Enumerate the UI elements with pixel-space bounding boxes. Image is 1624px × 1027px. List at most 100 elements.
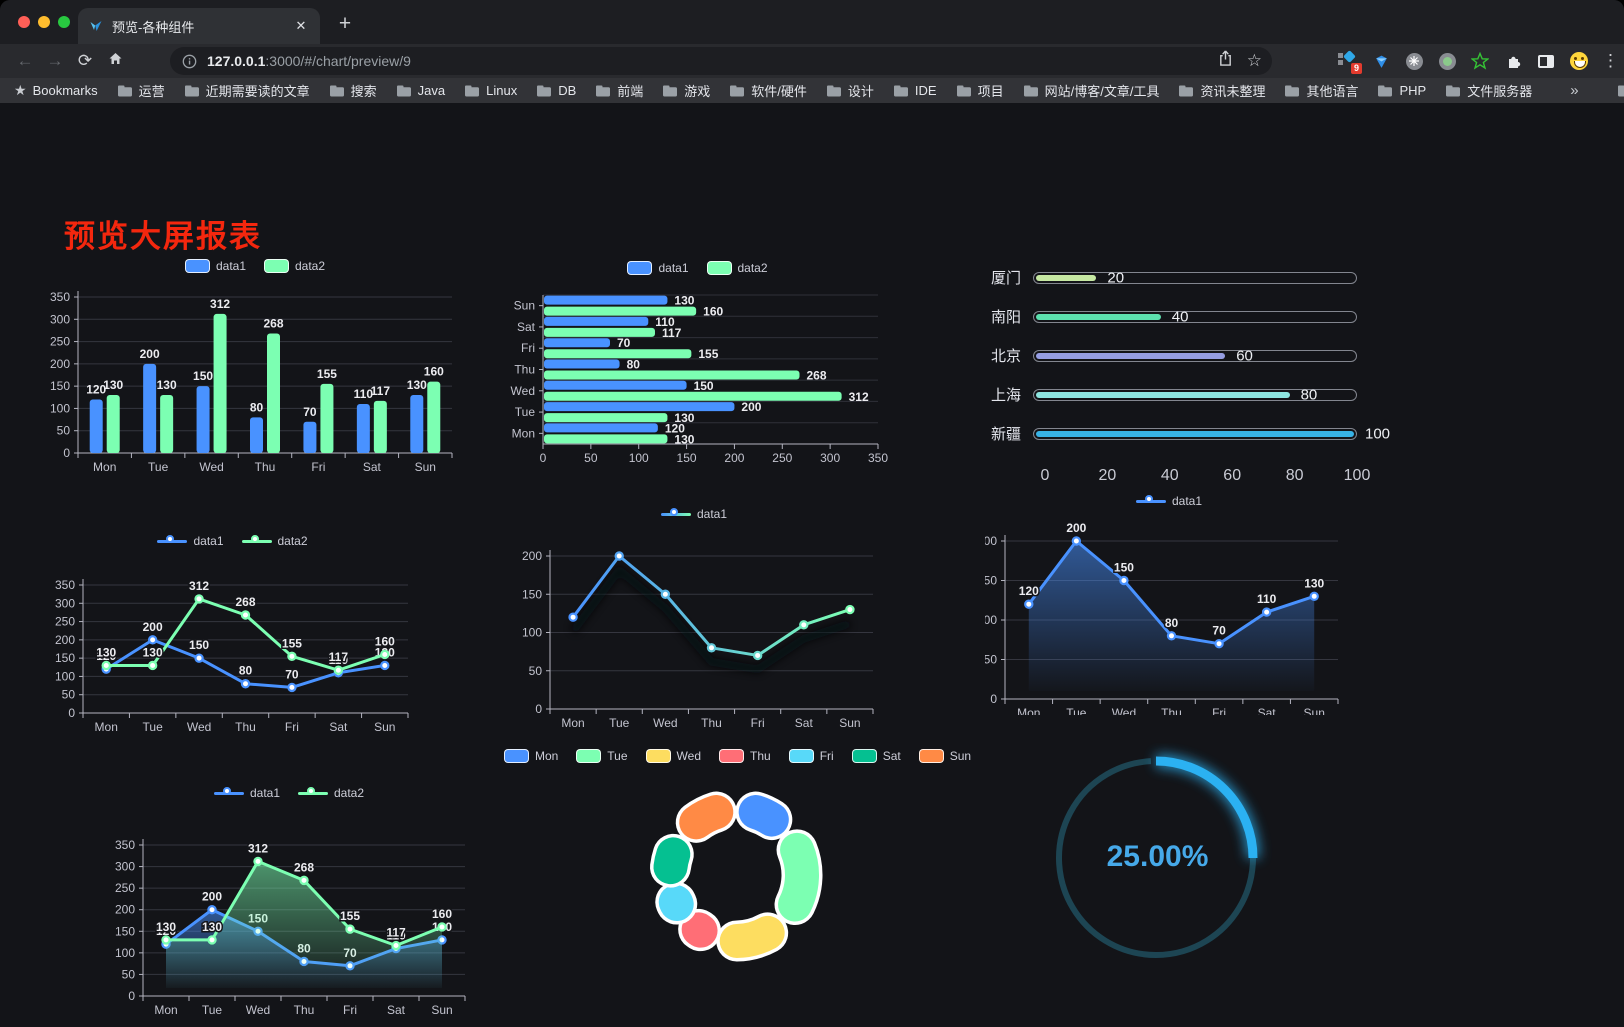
bookmark-label: 近期需要读的文章 — [205, 84, 310, 99]
tab-favicon — [90, 21, 102, 31]
dashboard-page: 预览大屏报表 data1 data2 0 50 100 150 200 250 300 350 Mo… — [0, 103, 1624, 1027]
svg-text:130: 130 — [674, 411, 694, 425]
bar-data1-Thu — [250, 417, 263, 453]
extension-grid-icon[interactable]: 9 — [1338, 50, 1362, 74]
bookmark-folder-item[interactable]: IDE — [893, 81, 937, 100]
bookmark-folder-item[interactable]: PHP — [1377, 81, 1426, 100]
svg-text:200: 200 — [522, 549, 542, 563]
svg-text:200: 200 — [1066, 521, 1086, 535]
svg-text:Fri: Fri — [1212, 706, 1226, 715]
bookmark-folder-item[interactable]: 资讯未整理 — [1178, 81, 1265, 100]
emoji-extension-icon[interactable] — [1569, 51, 1589, 71]
progress-label: 新疆 — [990, 426, 1021, 443]
bookmark-folder-item[interactable]: 游戏 — [662, 81, 710, 100]
svg-text:312: 312 — [189, 579, 209, 593]
share-icon[interactable] — [1218, 50, 1233, 72]
legend-item[interactable]: Sun — [918, 749, 971, 763]
folder-icon — [1179, 85, 1194, 96]
legend-item[interactable]: data2 — [264, 259, 325, 273]
bookmark-folder-item[interactable]: Linux — [464, 81, 517, 100]
svg-text:268: 268 — [294, 860, 314, 874]
legend-item[interactable]: data2 — [298, 786, 364, 800]
legend-item[interactable]: Mon — [503, 749, 559, 763]
chart-gauge: 25.00% — [1040, 743, 1275, 978]
bookmarks-overflow-chevron[interactable]: » — [1570, 82, 1579, 99]
fullscreen-window-button[interactable] — [58, 16, 70, 28]
minimize-window-button[interactable] — [38, 16, 50, 28]
bookmark-star-icon[interactable]: ☆ — [1246, 51, 1262, 70]
address-bar[interactable]: 127.0.0.1:3000/#/chart/preview/9 ☆ — [170, 47, 1272, 75]
svg-text:Tue: Tue — [609, 716, 630, 729]
bookmark-folder-item[interactable]: 其他语言 — [1284, 81, 1358, 100]
legend-item[interactable]: Sat — [851, 749, 901, 763]
svg-text:0: 0 — [68, 706, 75, 720]
forward-icon[interactable]: → — [46, 51, 64, 70]
legend-item[interactable]: data1 — [184, 259, 246, 273]
reload-icon[interactable]: ⟳ — [77, 51, 93, 70]
legend-item[interactable]: data1 — [660, 507, 727, 521]
browser-tab[interactable]: 预览-各种组件 ✕ — [78, 8, 320, 44]
bookmarks-star-icon: ★ — [14, 82, 27, 98]
gem-extension-icon[interactable] — [1371, 51, 1391, 71]
bookmark-folder-item[interactable]: 近期需要读的文章 — [184, 81, 310, 100]
legend-item[interactable]: Wed — [645, 749, 701, 763]
legend-item[interactable]: data2 — [706, 261, 768, 275]
bookmark-folder-item[interactable]: 运营 — [117, 81, 165, 100]
bookmarks-manager-item[interactable]: ★ Bookmarks — [14, 82, 98, 99]
bookmark-folder-item[interactable]: 项目 — [956, 81, 1004, 100]
gauge-value: 25.00% — [1106, 840, 1209, 873]
bar-data2-Sat — [373, 400, 387, 453]
bookmark-folder-item[interactable]: Java — [396, 81, 445, 100]
other-bookmarks-folder[interactable]: 其他书签 — [1617, 81, 1624, 100]
back-icon[interactable]: ← — [16, 51, 34, 70]
bookmark-folder-item[interactable]: 搜索 — [329, 81, 377, 100]
legend-item[interactable]: Thu — [719, 749, 771, 763]
bar-data2-Fri — [320, 383, 334, 453]
legend-line-marker — [298, 786, 328, 800]
svg-text:80: 80 — [250, 400, 264, 414]
legend-label: Mon — [534, 749, 559, 763]
bookmark-folder-item[interactable]: 设计 — [826, 81, 874, 100]
record-extension-icon[interactable] — [1437, 51, 1457, 71]
side-panel-icon[interactable] — [1536, 51, 1556, 71]
legend-item[interactable]: data1 — [1135, 494, 1202, 508]
bookmark-folder-item[interactable]: DB — [536, 81, 576, 100]
svg-text:268: 268 — [263, 317, 283, 331]
svg-text:268: 268 — [807, 369, 827, 383]
bookmark-folder-item[interactable]: 网站/博客/文章/工具 — [1023, 81, 1159, 100]
progress-value: 60 — [1236, 347, 1253, 364]
bookmark-folder-item[interactable]: 文件服务器 — [1445, 81, 1532, 100]
legend-swatch — [264, 259, 289, 273]
legend-item[interactable]: data1 — [627, 261, 689, 275]
legend-label: data2 — [334, 786, 365, 800]
legend-item[interactable]: data1 — [157, 534, 224, 548]
tab-close-icon[interactable]: ✕ — [295, 18, 307, 33]
svg-text:200: 200 — [985, 534, 997, 548]
svg-text:Sun: Sun — [374, 720, 395, 734]
home-icon[interactable] — [100, 51, 130, 72]
legend-item[interactable]: Fri — [788, 749, 834, 763]
legend-item[interactable]: Tue — [576, 749, 628, 763]
svg-text:110: 110 — [354, 387, 374, 401]
green-star-extension-icon[interactable] — [1470, 51, 1490, 71]
legend-item[interactable]: data2 — [241, 534, 308, 548]
bookmark-folder-item[interactable]: 前端 — [595, 81, 643, 100]
svg-text:117: 117 — [662, 326, 682, 340]
svg-text:Wed: Wed — [187, 720, 211, 734]
new-tab-button[interactable]: + — [338, 12, 352, 35]
legend-item[interactable]: data1 — [213, 786, 280, 800]
browser-menu-icon[interactable]: ⋮ — [1602, 51, 1619, 70]
chart-line-gradient: data1 0 50 100 150 200 Mon Tue Wed Thu Fri Sat Sun — [505, 501, 883, 729]
progress-fill — [1036, 274, 1097, 281]
legend-swatch — [184, 259, 210, 273]
bookmark-label: 前端 — [617, 84, 644, 99]
close-window-button[interactable] — [18, 16, 30, 28]
svg-text:Sat: Sat — [795, 716, 814, 729]
snowflake-extension-icon[interactable] — [1404, 51, 1424, 71]
bookmark-folder-item[interactable]: 软件/硬件 — [729, 81, 807, 100]
svg-text:Sun: Sun — [839, 716, 860, 729]
svg-text:Sun: Sun — [415, 460, 436, 474]
svg-text:130: 130 — [156, 920, 176, 934]
site-info-icon[interactable] — [182, 54, 197, 69]
extensions-puzzle-icon[interactable] — [1503, 51, 1523, 71]
